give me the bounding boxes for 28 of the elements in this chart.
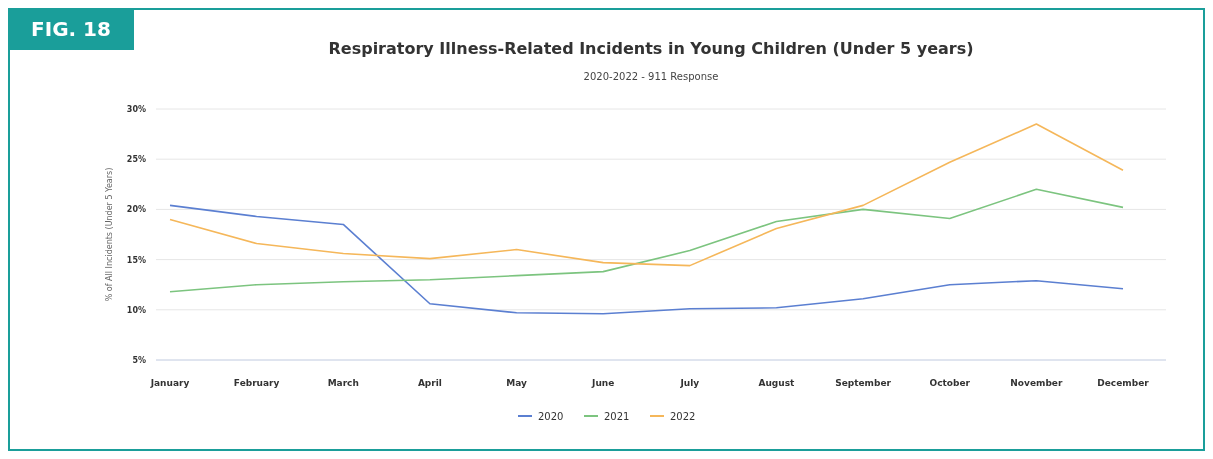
y-tick-label: 5%: [132, 356, 146, 365]
legend-label: 2022: [670, 410, 696, 422]
x-tick-label: December: [1097, 378, 1150, 388]
chart-subtitle: 2020-2022 - 911 Response: [583, 71, 719, 82]
line-series: [169, 123, 1124, 267]
x-tick-label: November: [1010, 378, 1063, 388]
legend-label: 2020: [538, 410, 564, 422]
y-tick-label: 10%: [126, 305, 146, 315]
y-tick-label: 25%: [126, 155, 146, 165]
caption: FIG. 18: [31, 17, 111, 41]
x-tick-label: May: [506, 378, 527, 388]
x-tick-label: July: [679, 378, 700, 388]
line-series: [169, 188, 1124, 293]
line-series: [169, 204, 1124, 315]
x-tick-label: April: [417, 378, 442, 388]
x-tick-label: January: [149, 378, 190, 388]
x-tick-label: August: [758, 378, 796, 388]
x-tick-label: September: [835, 378, 892, 388]
y-tick-label: 30%: [126, 105, 146, 114]
y-axis-title: % of All Incidents (Under 5 Years): [105, 167, 114, 302]
legend-label: 2021: [604, 410, 630, 422]
x-tick-label: October: [929, 378, 971, 388]
chart-title: Respiratory Illness-Related Incidents in Young Children (Under 5 years): [328, 39, 974, 58]
x-tick-label: March: [327, 378, 359, 388]
y-tick-label: 20%: [126, 205, 146, 215]
x-tick-label: February: [233, 378, 280, 388]
x-tick-label: June: [591, 378, 615, 388]
y-tick-label: 15%: [126, 255, 146, 265]
